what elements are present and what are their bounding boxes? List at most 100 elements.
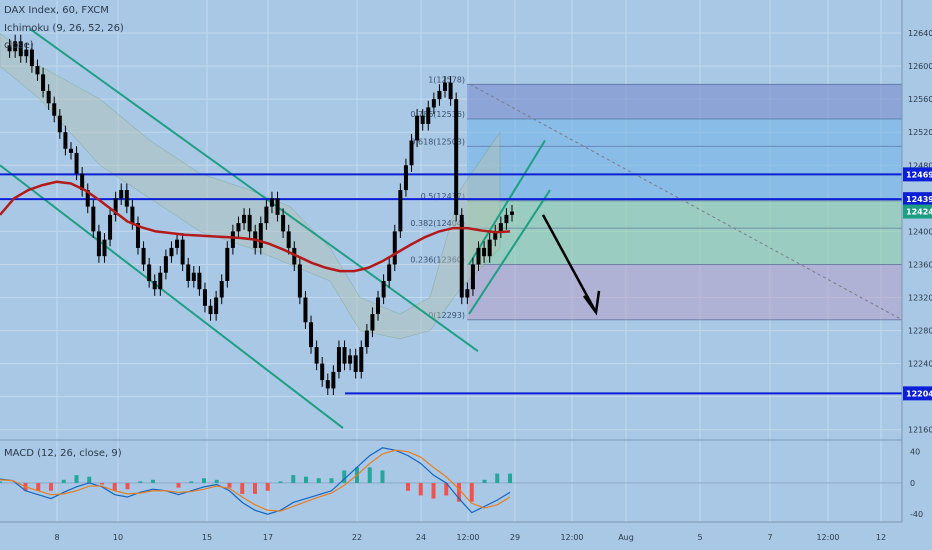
- time-tick-label: 7: [767, 533, 772, 542]
- candle-body: [242, 214, 247, 224]
- candle-body: [510, 211, 514, 215]
- candle-body: [108, 214, 113, 240]
- candle-body: [493, 231, 498, 240]
- candle-body: [281, 214, 286, 232]
- macd-hist-bar: [367, 467, 372, 483]
- macd-line: [0, 447, 511, 515]
- macd-tick-label: 40: [910, 448, 920, 457]
- macd-hist-bar: [457, 482, 461, 502]
- candle-body: [96, 231, 101, 257]
- trend-channel: [0, 28, 551, 429]
- candle-body: [236, 223, 241, 232]
- candle-body: [275, 198, 280, 215]
- fib-label: 0.382(12404): [410, 219, 465, 228]
- fib-zone: [467, 200, 902, 229]
- candle-body: [147, 264, 152, 281]
- candle-body: [29, 49, 34, 67]
- price-axis: 1216012200122401228012320123601240012440…: [901, 0, 932, 550]
- macd-tick-label: 0: [910, 479, 915, 488]
- candle-body: [141, 247, 146, 265]
- candle-body: [269, 198, 274, 207]
- price-label-text: 12439: [906, 195, 932, 204]
- price-tick-label: 12360: [908, 260, 932, 269]
- fib-zone: [467, 228, 902, 265]
- macd-hist-bar: [304, 476, 308, 483]
- candle-body: [152, 280, 157, 290]
- candle-body: [158, 272, 163, 290]
- macd-hist-bar: [278, 481, 283, 483]
- candle-body: [409, 140, 414, 166]
- candle-body: [63, 132, 68, 149]
- ma-legend: close): [4, 40, 34, 51]
- macd-hist-bar: [0, 481, 2, 483]
- candle-body: [437, 90, 442, 100]
- macd-hist-bar: [151, 479, 155, 483]
- channel-upper: [29, 28, 479, 353]
- moving-average: [0, 180, 511, 273]
- price-tick-label: 12240: [908, 360, 932, 369]
- candle-body: [130, 206, 135, 224]
- candle-body: [208, 305, 213, 315]
- candle-body: [7, 45, 12, 52]
- macd-hist-bar: [240, 482, 245, 494]
- price-label-bg: [903, 204, 932, 219]
- candle-body: [197, 272, 202, 290]
- time-axis: 8 10 15 17 22 24 12:00 29 12:00 Aug 5 7 12:00 12: [0, 521, 932, 550]
- candle-body: [392, 231, 397, 265]
- price-label-text: 12424: [906, 208, 932, 217]
- price-label-text: 12469: [906, 170, 932, 179]
- candle-body: [24, 49, 29, 57]
- candle-body: [470, 264, 475, 290]
- time-tick-label: 29: [510, 533, 520, 542]
- macd-hist-bar: [61, 479, 66, 483]
- candle-body: [113, 198, 118, 215]
- candle-body: [102, 239, 107, 257]
- candle-body: [80, 173, 85, 191]
- time-tick-label: 12: [876, 533, 886, 542]
- candle-body: [225, 247, 230, 281]
- ichimoku-legend: Ichimoku (9, 26, 52, 26): [4, 23, 124, 34]
- time-tick-label: 5: [697, 533, 702, 542]
- price-tick-label: 12600: [908, 62, 932, 71]
- time-tick-label: 8: [54, 533, 59, 542]
- candle-body: [498, 223, 503, 232]
- price-tick-label: 12280: [908, 327, 932, 336]
- candle-body: [320, 363, 325, 381]
- price-label-bg: [903, 192, 932, 207]
- macd-legend: MACD (12, 26, close, 9): [4, 448, 122, 459]
- candle-body: [504, 214, 509, 224]
- candle-body: [219, 280, 224, 298]
- candle-body: [57, 115, 62, 133]
- ichimoku-cloud: [0, 32, 501, 340]
- candle-body: [303, 297, 308, 323]
- candle-body: [297, 264, 302, 298]
- macd-hist-bar: [469, 482, 474, 502]
- candle-body: [331, 371, 336, 389]
- candle-body: [476, 247, 481, 265]
- time-tick-label: 10: [113, 533, 123, 542]
- macd-hist-bar: [214, 479, 219, 483]
- candle-body: [348, 355, 353, 364]
- candle-body: [286, 231, 291, 248]
- macd-hist-bar: [49, 482, 53, 491]
- candle-body: [13, 41, 18, 52]
- candle-body: [202, 289, 207, 306]
- candle-body: [398, 190, 403, 232]
- candle-body: [191, 272, 196, 281]
- macd-hist-bar: [482, 479, 487, 483]
- arrow-shaft: [541, 214, 598, 313]
- candle-body: [68, 148, 73, 153]
- macd-hist-bar: [444, 482, 449, 496]
- candle-body: [135, 223, 140, 248]
- candle-body: [314, 347, 319, 364]
- candles: [7, 34, 514, 396]
- ma-line: [0, 180, 511, 273]
- price-tick-label: 12560: [908, 95, 932, 104]
- candle-body: [230, 231, 235, 248]
- candle-body: [91, 206, 96, 232]
- symbol-title: DAX Index, 60, FXCM: [4, 5, 109, 16]
- macd-hist-bar: [74, 475, 79, 483]
- time-tick-label: 12:00: [456, 533, 479, 542]
- macd-hist-bar: [138, 481, 143, 483]
